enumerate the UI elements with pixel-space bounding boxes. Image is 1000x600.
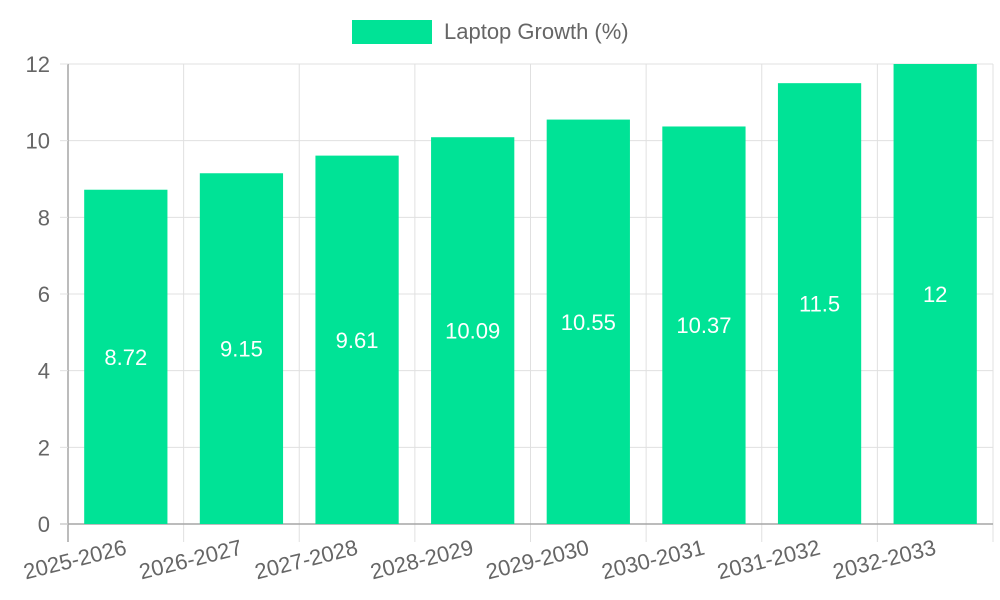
y-tick-label: 8 <box>38 205 50 230</box>
x-tick-label: 2025-2026 <box>21 535 129 585</box>
x-tick-label: 2027-2028 <box>252 535 360 585</box>
bar-2026-2027[interactable] <box>199 173 284 524</box>
y-tick-label: 4 <box>38 359 50 384</box>
x-tick-label: 2032-2033 <box>830 535 938 585</box>
y-tick-label: 2 <box>38 435 50 460</box>
y-tick-label: 12 <box>26 52 50 77</box>
bar-2029-2030[interactable] <box>546 119 630 524</box>
data-label: 12 <box>923 282 947 307</box>
legend[interactable]: Laptop Growth (%) <box>352 19 629 44</box>
x-tick-label: 2026-2027 <box>137 535 245 585</box>
bar-2030-2031[interactable] <box>662 126 746 524</box>
data-label: 8.72 <box>104 345 147 370</box>
legend-swatch <box>352 20 432 44</box>
x-tick-label: 2030-2031 <box>599 535 707 585</box>
x-tick-label: 2029-2030 <box>483 535 591 585</box>
x-tick-label: 2028-2029 <box>368 535 476 585</box>
data-labels: 8.72 9.15 9.61 10.09 10.55 10.37 11.5 12 <box>104 282 947 370</box>
bar-2032-2033[interactable] <box>893 64 977 524</box>
x-tick-label: 2031-2032 <box>715 535 823 585</box>
bar-2031-2032[interactable] <box>777 83 862 525</box>
x-axis-ticks: 2025-2026 2026-2027 2027-2028 2028-2029 2029… <box>21 535 939 585</box>
bar-2028-2029[interactable] <box>431 137 515 524</box>
legend-label: Laptop Growth (%) <box>444 19 629 44</box>
bars <box>84 64 977 525</box>
data-label: 9.15 <box>220 337 263 362</box>
data-label: 10.55 <box>561 310 616 335</box>
data-label: 9.61 <box>336 328 379 353</box>
y-tick-label: 10 <box>26 129 50 154</box>
data-label: 11.5 <box>799 292 840 317</box>
y-tick-label: 0 <box>38 512 50 537</box>
y-tick-label: 6 <box>38 282 50 307</box>
bar-2027-2028[interactable] <box>315 155 399 524</box>
data-label: 10.37 <box>676 313 731 338</box>
y-axis-ticks: 0 2 4 6 8 10 12 <box>26 52 68 537</box>
data-label: 10.09 <box>445 319 500 344</box>
bar-2025-2026[interactable] <box>84 189 168 524</box>
